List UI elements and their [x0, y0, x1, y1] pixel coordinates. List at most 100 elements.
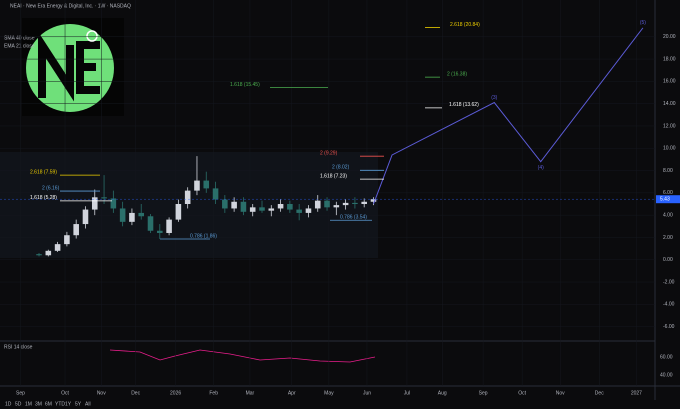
candle-body	[45, 250, 52, 256]
y-tick-label: 0.00	[663, 257, 673, 263]
fib-label: 1.618 (13.62)	[449, 102, 479, 108]
y-tick-label: -4.00	[663, 302, 675, 308]
candle-body	[82, 209, 89, 225]
candle-body	[370, 199, 377, 202]
x-tick-label: Nov	[556, 390, 565, 396]
y-tick-label: -6.00	[663, 324, 675, 330]
candle-body	[249, 207, 256, 212]
logo	[22, 18, 124, 116]
candle-body	[361, 201, 367, 204]
x-tick-label: 2027	[631, 390, 642, 396]
projection-line	[373, 27, 644, 205]
candle-body	[352, 202, 358, 204]
fib-label: 2.618 (7.59)	[30, 169, 57, 175]
rsi-tick-label: 40.00	[660, 372, 673, 378]
candle-body	[296, 209, 302, 213]
candle-body	[342, 202, 349, 206]
range-button[interactable]: 1D	[5, 401, 12, 407]
fib-label: 2 (16.38)	[447, 71, 467, 77]
x-tick-label: Jul	[404, 390, 410, 396]
candle-body	[277, 204, 284, 209]
x-tick-label: Dec	[131, 390, 140, 396]
candle-body	[54, 244, 61, 251]
logo-plug	[86, 30, 98, 42]
x-tick-label: Oct	[518, 390, 526, 396]
logo-n	[38, 31, 74, 102]
candle-body	[64, 235, 70, 245]
range-button[interactable]: 6M	[45, 401, 52, 407]
last-price-badge	[656, 195, 680, 204]
y-tick-label: 18.00	[663, 56, 676, 62]
candle-body	[259, 207, 265, 211]
y-tick-label: 10.00	[663, 146, 676, 152]
range-button[interactable]: YTD	[55, 401, 65, 407]
rsi-title: RSI 14 close	[4, 344, 33, 350]
rsi-tick-label: 60.00	[660, 354, 673, 360]
indicator-label: SMA 40 close	[4, 35, 35, 41]
fib-label: 2.618 (20.84)	[450, 22, 480, 28]
candle-body	[157, 230, 163, 233]
y-tick-label: 8.00	[663, 168, 673, 174]
candle-body	[287, 204, 293, 210]
range-button[interactable]: 1M	[25, 401, 32, 407]
y-tick-label: 12.00	[663, 123, 676, 129]
x-tick-label: Sep	[16, 390, 25, 396]
y-tick-label: 14.00	[663, 101, 676, 107]
candle-body	[129, 212, 135, 222]
y-tick-label: 6.00	[663, 190, 673, 196]
x-tick-label: Nov	[97, 390, 106, 396]
candle-body	[305, 208, 312, 213]
y-tick-label: -2.00	[663, 279, 675, 285]
fib-label: 1.618 (7.23)	[320, 173, 347, 179]
fib-label: 2 (6.16)	[42, 185, 60, 191]
range-box	[0, 152, 378, 258]
indicator-label: EMA 21 close	[4, 43, 35, 49]
range-button[interactable]: 5Y	[75, 401, 82, 407]
candle-body	[166, 219, 172, 233]
fib-label: 1.618 (5.28)	[30, 195, 57, 201]
chart-title: NEAI · New Era Energy & Digital, Inc. · …	[10, 3, 131, 9]
candle-body	[333, 205, 340, 208]
x-tick-label: 2026	[170, 390, 181, 396]
wave-label: (4)	[538, 165, 544, 171]
fib-label: 2 (8.02)	[332, 165, 350, 171]
candle-body	[194, 180, 200, 191]
fib-label: 1.618 (15.45)	[230, 82, 260, 88]
range-button[interactable]: All	[85, 401, 91, 407]
x-tick-label: May	[324, 390, 334, 396]
candle-body	[184, 190, 191, 204]
wave-label: (5)	[640, 20, 646, 26]
x-tick-label: Oct	[61, 390, 69, 396]
candle-body	[73, 224, 79, 236]
last-price-label: 5.43	[660, 197, 670, 203]
range-button[interactable]: 3M	[35, 401, 42, 407]
candle-body	[91, 197, 98, 210]
candle-body	[147, 216, 154, 231]
x-tick-label: Mar	[246, 390, 255, 396]
y-tick-label: 16.00	[663, 79, 676, 85]
rsi-line	[109, 349, 376, 363]
candle-body	[222, 199, 228, 209]
candle-body	[231, 201, 237, 209]
candle-body	[175, 204, 182, 220]
fib-label: 0.786 (3.54)	[340, 215, 367, 221]
candle-body	[138, 212, 145, 217]
candle-body	[212, 188, 219, 200]
x-tick-label: Sep	[479, 390, 488, 396]
wave-label: (3)	[491, 95, 497, 101]
y-tick-label: 20.00	[663, 34, 676, 40]
x-tick-label: Apr	[288, 390, 296, 396]
x-tick-label: Dec	[595, 390, 604, 396]
candle-body	[314, 200, 321, 209]
range-button[interactable]: 1Y	[65, 401, 72, 407]
fib-label: 0.786 (1.86)	[190, 233, 217, 239]
x-tick-label: Feb	[209, 390, 218, 396]
candle-body	[36, 254, 42, 256]
fib-label: 2 (9.29)	[320, 151, 338, 157]
range-button[interactable]: 5D	[15, 401, 22, 407]
y-tick-label: 2.00	[663, 235, 673, 241]
candle-body	[203, 180, 210, 189]
candle-body	[268, 208, 275, 211]
candle-body	[101, 197, 107, 199]
